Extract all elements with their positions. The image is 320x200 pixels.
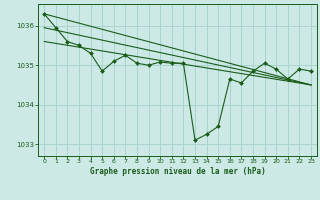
X-axis label: Graphe pression niveau de la mer (hPa): Graphe pression niveau de la mer (hPa)	[90, 167, 266, 176]
